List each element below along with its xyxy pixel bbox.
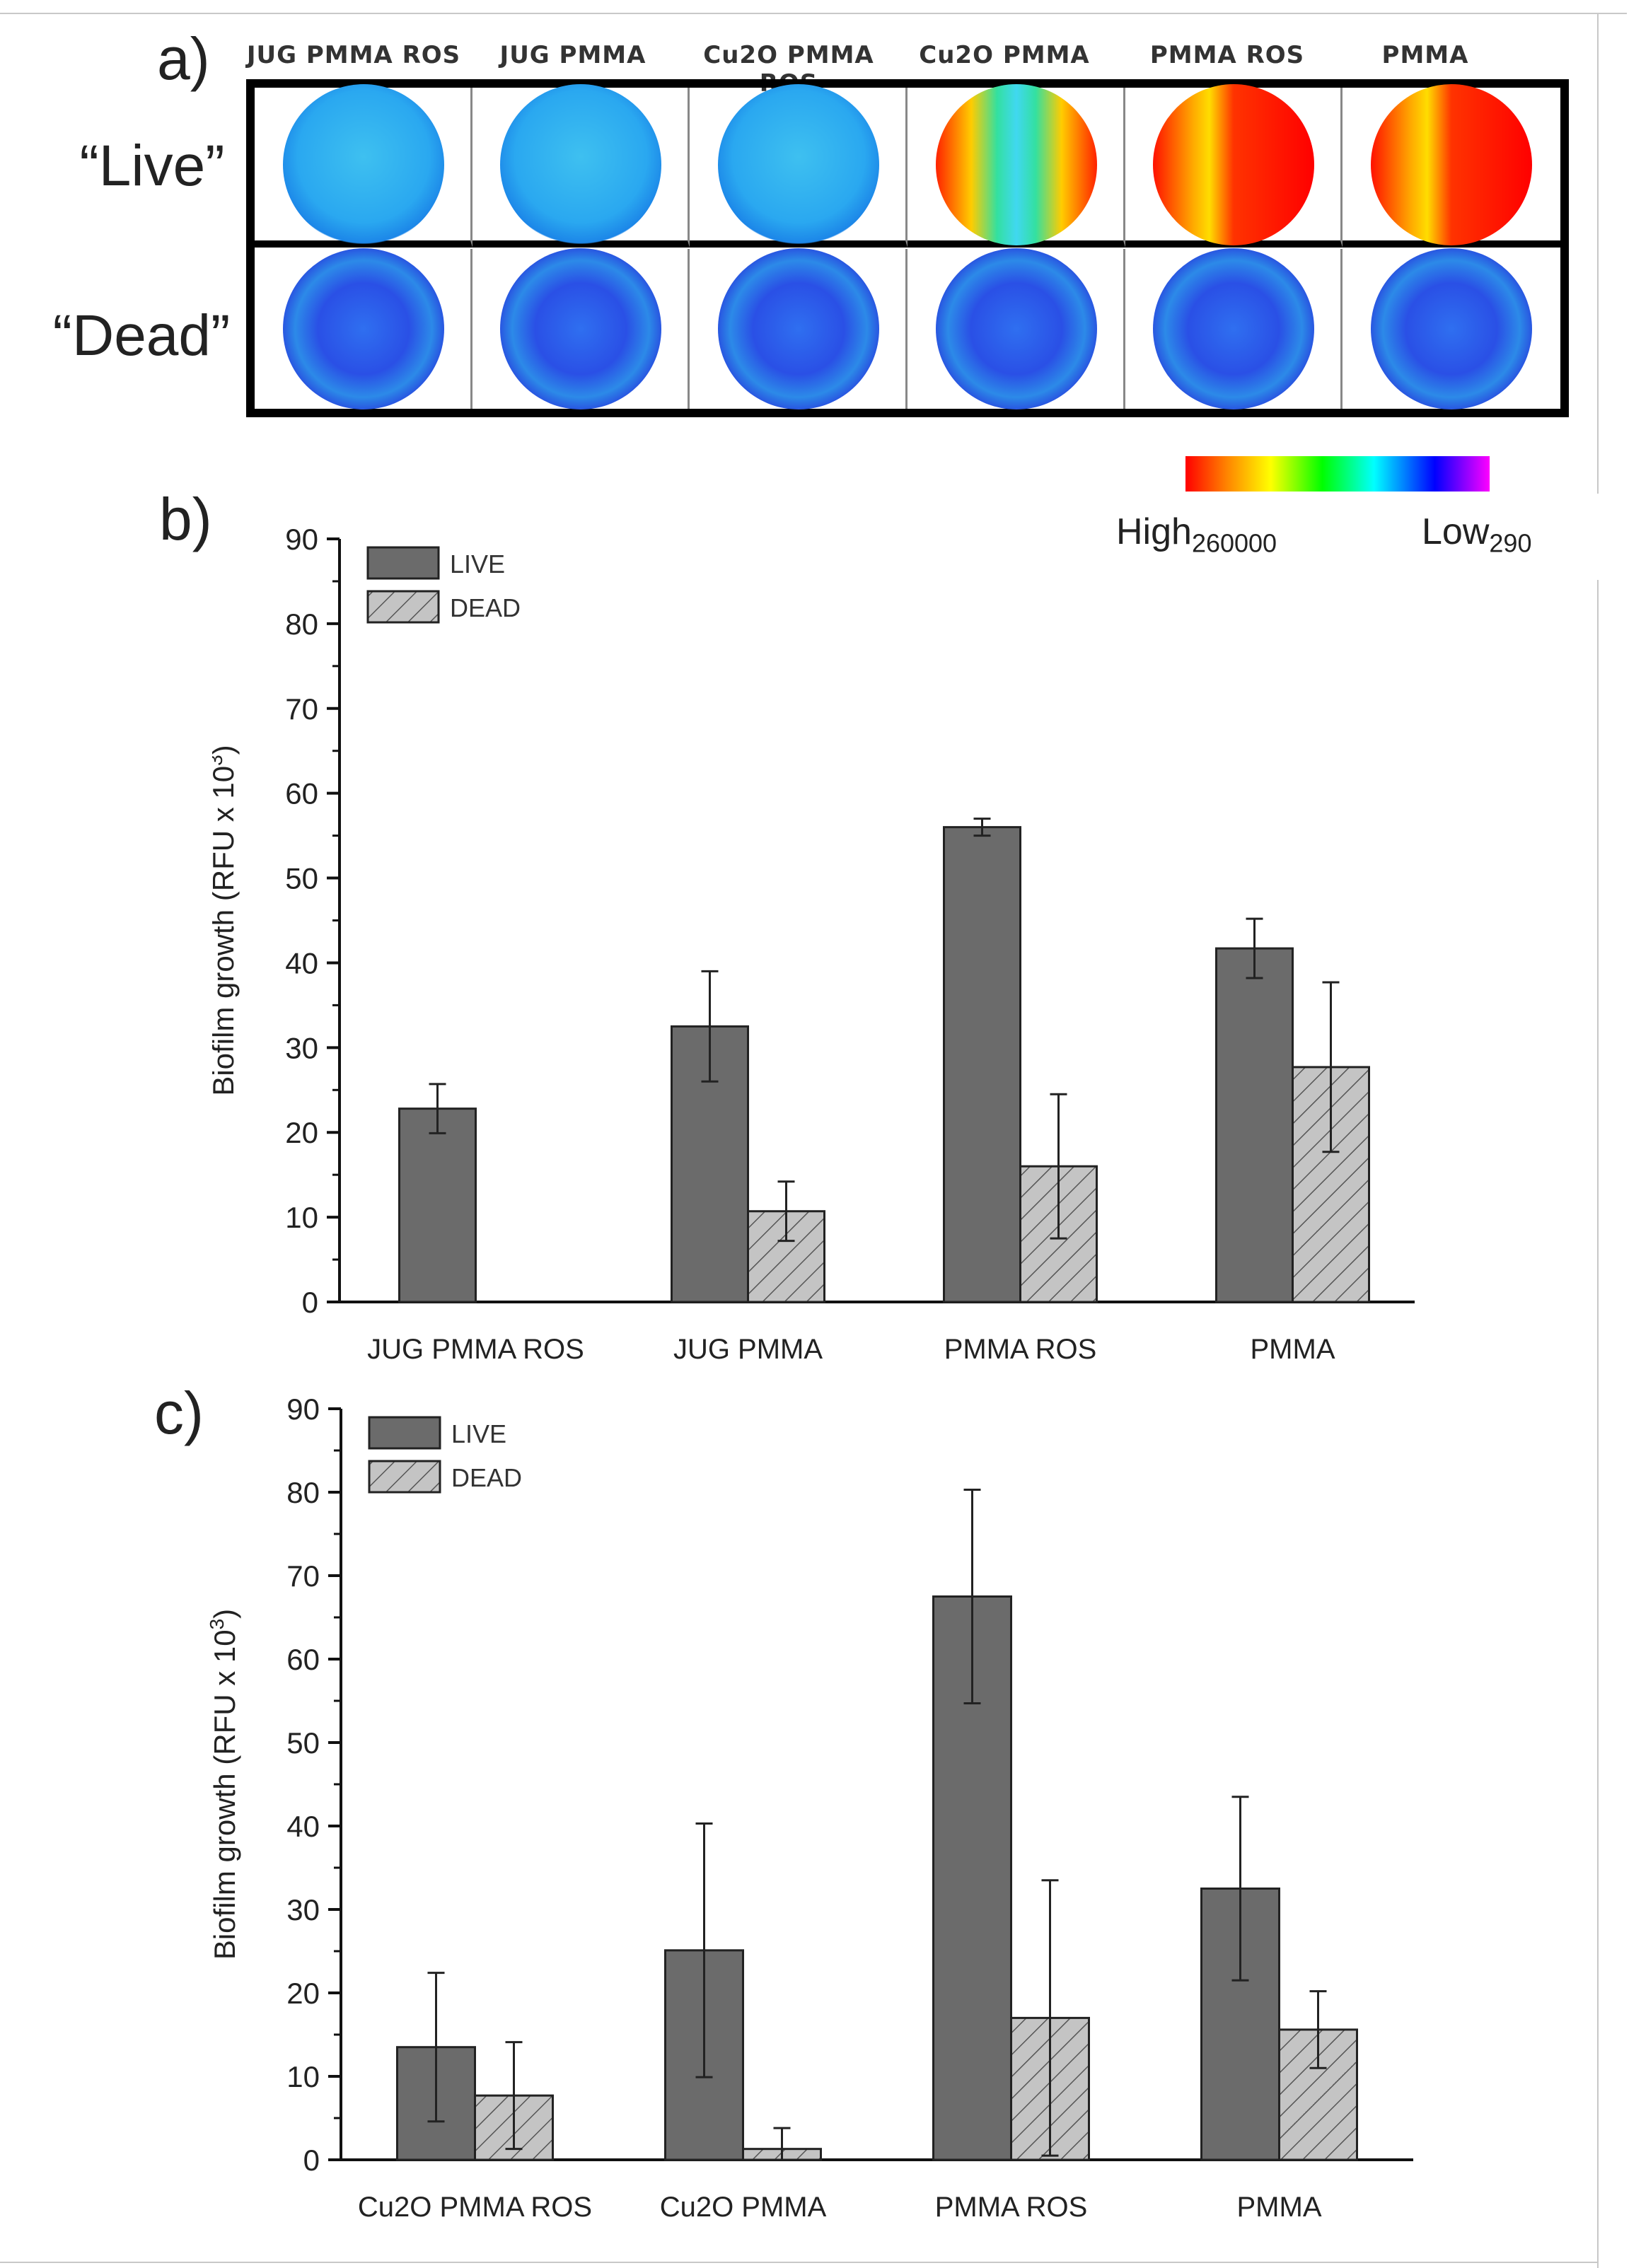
y-tick-label: 80 <box>286 1476 320 1509</box>
chart-c: 0 10 20 30 40 50 60 70 80 90 Biofilm growth (RFU x… <box>206 1392 1413 2223</box>
legend-swatch-dead <box>368 1460 441 1494</box>
y-tick-label: 90 <box>285 523 318 556</box>
col-header-cu2o-pmma: Cu2O PMMA <box>919 41 1090 69</box>
x-tick-label: Cu2O PMMA <box>660 2192 827 2223</box>
panel-c-label: c) <box>154 1380 204 1446</box>
x-tick-label: PMMA ROS <box>944 1334 1097 1365</box>
dead-heatmap-cell <box>908 248 1125 409</box>
y-tick-label: 10 <box>286 2060 320 2093</box>
y-tick-label: 60 <box>286 1643 320 1676</box>
y-tick-label: 50 <box>285 862 318 895</box>
colorbar-high-label: High260000 <box>1116 511 1277 558</box>
panel-b-label: b) <box>159 486 212 552</box>
row-label-live: “Live” <box>79 134 225 198</box>
live-heatmap-cell <box>472 84 690 248</box>
y-tick-label: 30 <box>285 1031 318 1064</box>
well-image <box>718 248 880 409</box>
colorbar-low-text: Low <box>1422 511 1490 552</box>
live-heatmap-cell <box>1125 84 1343 248</box>
legend-label-dead: DEAD <box>450 593 521 622</box>
y-tick-label: 40 <box>285 946 318 979</box>
well-image <box>500 84 662 245</box>
x-tick-label: PMMA ROS <box>935 2192 1088 2223</box>
dead-heatmap-cell <box>1343 248 1560 409</box>
colorbar <box>1185 456 1490 492</box>
col-header-jug-pmma: JUG PMMA <box>499 41 646 69</box>
x-tick-label: PMMA <box>1237 2192 1322 2223</box>
y-axis-label: Biofilm growth (RFU x 103) <box>212 745 240 1095</box>
heatmap-grid <box>246 79 1569 417</box>
y-axis-label: Biofilm growth (RFU x 103) <box>206 1609 241 1960</box>
page-border-bottom <box>0 2262 1599 2263</box>
colorbar-low-value: 290 <box>1489 528 1532 558</box>
y-tick-label: 20 <box>285 1116 318 1149</box>
row-label-dead: “Dead” <box>52 303 231 368</box>
dead-heatmap-cell <box>1125 248 1343 409</box>
y-tick-label: 0 <box>302 1286 318 1319</box>
colorbar-high-text: High <box>1116 511 1192 552</box>
well-image <box>1371 248 1533 409</box>
page-border-top <box>0 13 1627 14</box>
well-image <box>1153 248 1315 409</box>
well-image <box>282 84 444 245</box>
y-axis-label-end: ) <box>212 745 240 755</box>
well-image <box>282 248 444 409</box>
well-image <box>500 248 662 409</box>
well-image <box>935 84 1097 245</box>
panel-a-label: a) <box>157 25 210 92</box>
well-image <box>718 84 880 245</box>
well-image <box>1371 84 1533 245</box>
y-tick-label: 10 <box>285 1201 318 1234</box>
live-heatmap-cell <box>1343 84 1560 248</box>
y-tick-label: 60 <box>285 777 318 810</box>
x-tick-label: Cu2O PMMA ROS <box>358 2192 592 2223</box>
bar-live <box>943 826 1021 1303</box>
bar-live <box>1215 947 1294 1303</box>
col-header-pmma-ros: PMMA ROS <box>1149 41 1305 69</box>
col-header-pmma: PMMA <box>1381 41 1469 69</box>
legend-label-dead: DEAD <box>451 1463 522 1492</box>
live-heatmap-cell <box>255 84 472 248</box>
y-tick-label: 30 <box>286 1893 320 1926</box>
well-image <box>1153 84 1315 245</box>
live-heatmap-cell <box>690 84 908 248</box>
y-tick-label: 90 <box>286 1392 320 1426</box>
dead-heatmap-cell <box>255 248 472 409</box>
colorbar-low-label: Low290 <box>1422 511 1531 558</box>
x-tick-label: JUG PMMA ROS <box>367 1334 584 1365</box>
y-axis-label-end: ) <box>208 1609 241 1619</box>
x-tick-label: JUG PMMA <box>673 1334 823 1365</box>
legend-label-live: LIVE <box>450 549 505 578</box>
colorbar-high-value: 260000 <box>1191 528 1277 558</box>
y-tick-label: 20 <box>286 1977 320 2010</box>
y-tick-label: 0 <box>303 2144 320 2177</box>
y-tick-label: 70 <box>285 692 318 726</box>
y-axis-label-superscript: 3 <box>206 1619 228 1630</box>
y-tick-label: 80 <box>285 607 318 641</box>
page-border-right-lower <box>1597 580 1599 2268</box>
y-tick-label: 70 <box>286 1559 320 1593</box>
dead-heatmap-cell <box>472 248 690 409</box>
y-tick-label: 40 <box>286 1810 320 1843</box>
legend-swatch-live <box>366 546 440 580</box>
legend-swatch-live <box>368 1416 441 1450</box>
legend-label-live: LIVE <box>451 1419 506 1448</box>
x-tick-label: PMMA <box>1251 1334 1335 1365</box>
well-image <box>935 248 1097 409</box>
bar-live <box>398 1107 477 1303</box>
dead-heatmap-cell <box>690 248 908 409</box>
legend-swatch-dead <box>366 590 440 624</box>
y-tick-label: 50 <box>286 1726 320 1760</box>
y-axis-label-superscript: 3 <box>212 755 226 766</box>
col-header-jug-pmma-ros: JUG PMMA ROS <box>246 41 461 69</box>
live-heatmap-cell <box>908 84 1125 248</box>
chart-b: 0 10 20 30 40 50 60 70 80 90 Biofilm growth (RFU x… <box>212 523 1415 1365</box>
page-border-right-upper <box>1597 13 1599 494</box>
